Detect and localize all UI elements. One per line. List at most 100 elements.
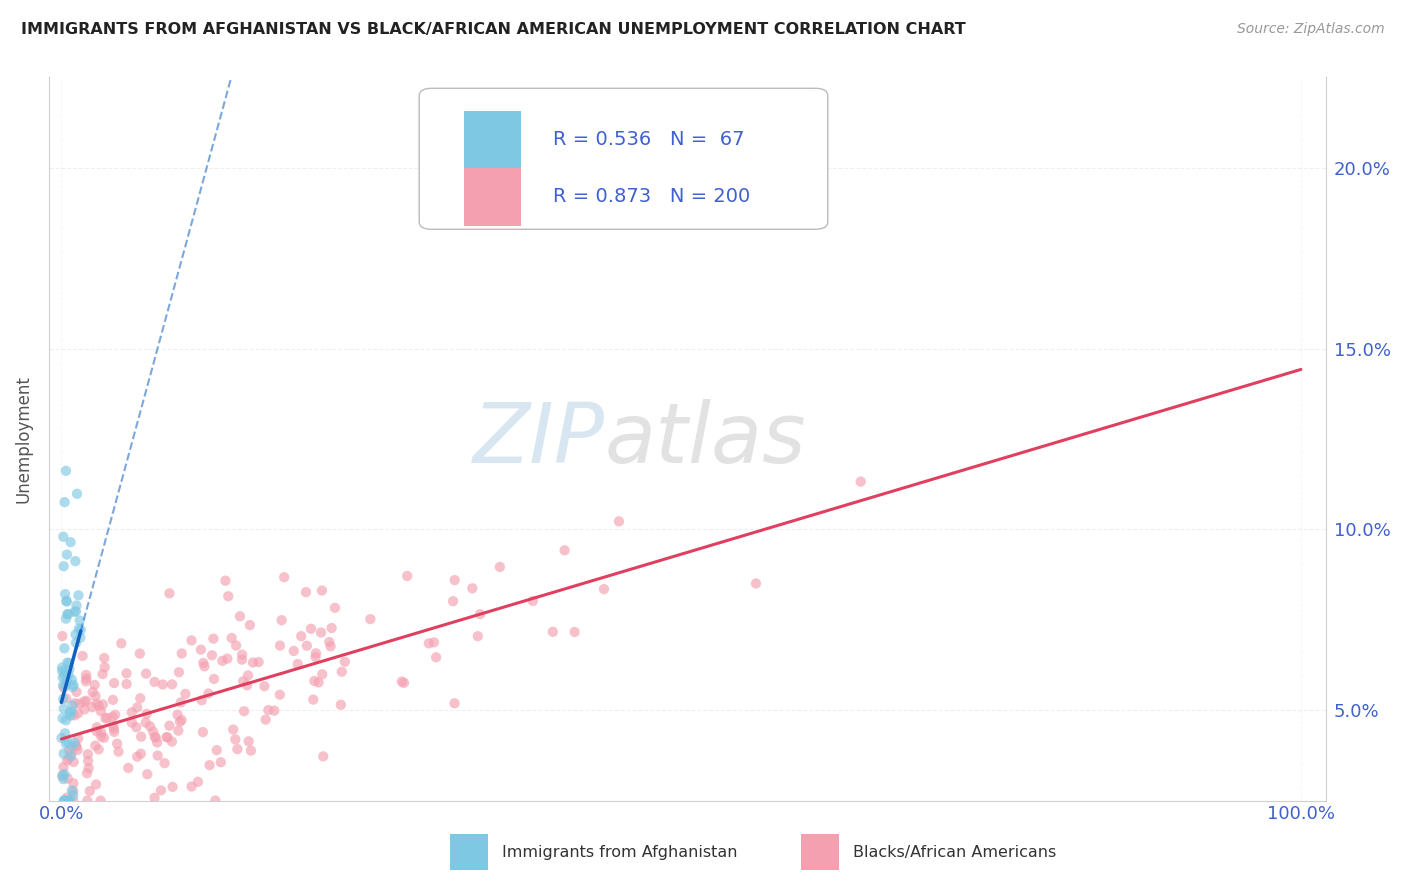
Point <box>60 698 83 713</box>
Point <box>202 632 225 646</box>
Point <box>55 737 77 751</box>
Point <box>180 780 202 794</box>
Point <box>93 651 115 665</box>
Point <box>96 711 118 725</box>
Point <box>53 767 76 781</box>
Point <box>425 650 447 665</box>
Point <box>52 671 75 685</box>
Point <box>295 585 318 599</box>
Point <box>104 707 127 722</box>
Point <box>201 648 224 663</box>
Point <box>62 755 84 769</box>
Point <box>160 677 183 691</box>
Point <box>52 794 75 808</box>
Point <box>94 711 117 725</box>
Point <box>143 674 166 689</box>
Point <box>468 607 491 622</box>
Point <box>204 794 226 808</box>
Point <box>329 698 352 712</box>
Point <box>127 749 149 764</box>
Point <box>69 623 91 637</box>
Point <box>167 723 190 738</box>
Point <box>160 734 183 748</box>
Point <box>135 715 157 730</box>
Point <box>53 726 76 740</box>
Point <box>311 667 333 681</box>
Point <box>129 691 152 706</box>
Point <box>60 783 83 797</box>
Point <box>65 627 87 641</box>
Point <box>304 650 326 665</box>
Point <box>84 739 107 753</box>
Point <box>56 607 79 621</box>
Point <box>66 706 89 721</box>
Point <box>63 736 86 750</box>
Point <box>58 706 80 720</box>
Point <box>270 613 292 627</box>
Point <box>60 705 83 719</box>
Point <box>56 794 79 808</box>
Point <box>103 722 125 736</box>
Point <box>51 660 73 674</box>
Point <box>129 730 152 744</box>
Point <box>87 698 110 713</box>
Point <box>59 708 82 723</box>
Point <box>62 678 84 692</box>
Point <box>51 768 73 782</box>
Point <box>83 678 105 692</box>
Point <box>226 742 249 756</box>
Point <box>91 698 114 712</box>
Point <box>55 674 77 689</box>
Point <box>62 784 84 798</box>
Point <box>193 656 215 670</box>
Text: IMMIGRANTS FROM AFGHANISTAN VS BLACK/AFRICAN AMERICAN UNEMPLOYMENT CORRELATION C: IMMIGRANTS FROM AFGHANISTAN VS BLACK/AFR… <box>21 22 966 37</box>
Point <box>441 594 464 608</box>
Point <box>76 766 98 780</box>
Point <box>299 622 322 636</box>
Point <box>52 681 75 695</box>
Point <box>52 678 75 692</box>
Point <box>143 730 166 744</box>
Point <box>222 723 245 737</box>
Point <box>73 695 96 709</box>
Point <box>269 639 291 653</box>
Point <box>254 713 277 727</box>
Point <box>127 700 149 714</box>
Point <box>67 622 90 636</box>
FancyBboxPatch shape <box>419 88 828 229</box>
Point <box>51 769 73 783</box>
Point <box>65 739 87 753</box>
Point <box>76 794 98 808</box>
Point <box>211 654 233 668</box>
Point <box>239 743 262 757</box>
Point <box>197 686 219 700</box>
Point <box>53 794 76 808</box>
Point <box>60 739 83 753</box>
Point <box>58 794 80 808</box>
Point <box>392 676 415 690</box>
Point <box>53 794 76 808</box>
Point <box>287 657 309 671</box>
Point <box>65 604 87 618</box>
Point <box>443 696 465 710</box>
Point <box>217 589 239 603</box>
Point <box>52 701 75 715</box>
Point <box>75 668 97 682</box>
Point <box>52 691 75 706</box>
Point <box>56 607 79 622</box>
Point <box>62 680 84 694</box>
Point <box>93 660 115 674</box>
Point <box>52 760 75 774</box>
Point <box>56 754 79 768</box>
Point <box>65 739 87 754</box>
Point <box>52 772 75 786</box>
Point <box>135 706 157 721</box>
Point <box>67 697 90 711</box>
Point <box>359 612 381 626</box>
Text: ZIP: ZIP <box>472 399 605 480</box>
Point <box>198 758 221 772</box>
Point <box>443 573 465 587</box>
Point <box>607 514 630 528</box>
Point <box>51 731 73 745</box>
Point <box>60 746 83 760</box>
